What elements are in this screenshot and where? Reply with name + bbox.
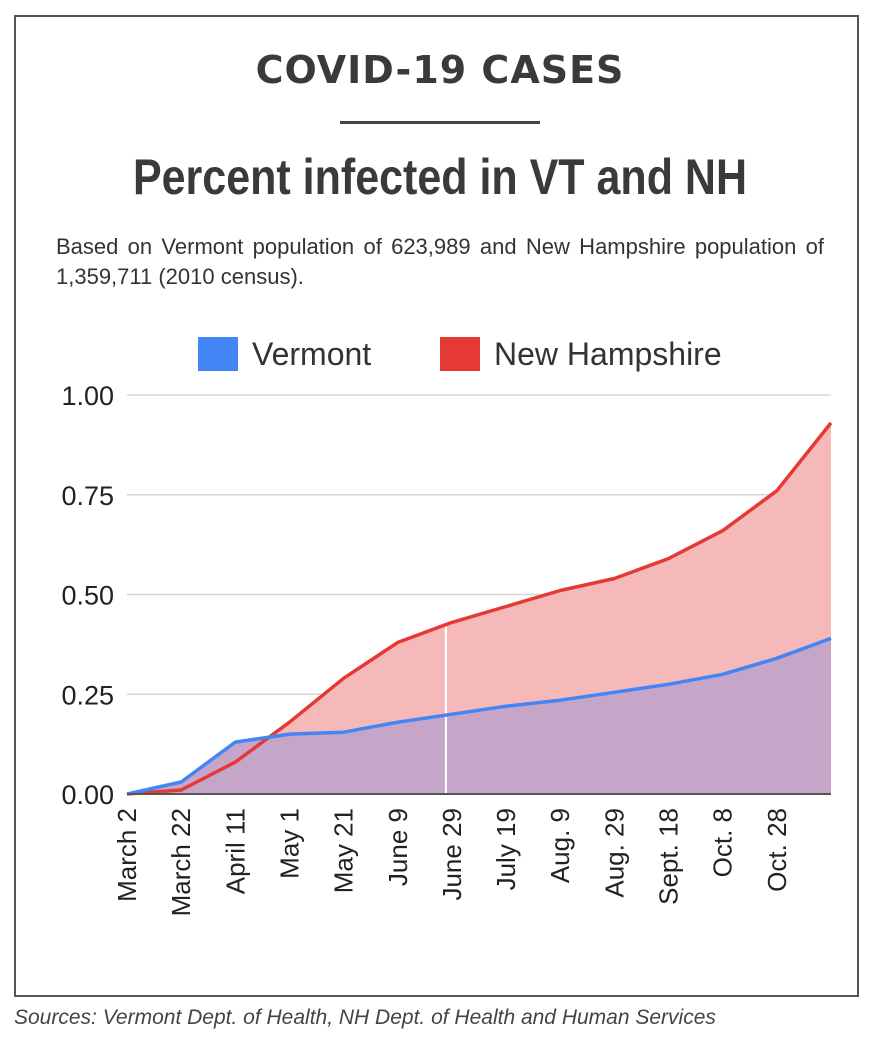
legend-swatch-vermont <box>198 337 238 371</box>
legend-label-new-hampshire: New Hampshire <box>494 335 722 372</box>
series-line-new-hampshire <box>126 421 833 796</box>
area-vermont <box>127 638 831 794</box>
x-tick-label: June 9 <box>383 808 413 886</box>
x-tick-label: Oct. 8 <box>708 808 738 877</box>
legend-swatch-new-hampshire <box>440 337 480 371</box>
x-tick-label: July 19 <box>491 808 521 890</box>
legend-item-new-hampshire: New Hampshire <box>440 334 722 374</box>
x-tick-label: Sept. 18 <box>654 808 684 905</box>
legend-label-vermont: Vermont <box>252 335 372 372</box>
x-tick-label: March 22 <box>166 808 196 916</box>
y-tick-label: 0.75 <box>61 481 114 511</box>
source-note: Sources: Vermont Dept. of Health, NH Dep… <box>14 1006 716 1029</box>
chart-subtitle: Based on Vermont population of 623,989 a… <box>56 234 824 289</box>
kicker-heading: COVID-19 CASES <box>255 48 625 92</box>
x-tick-label: March 2 <box>112 808 142 902</box>
series-line-vermont <box>126 636 832 796</box>
y-tick-label: 1.00 <box>61 381 114 411</box>
legend-item-vermont: Vermont <box>198 334 371 374</box>
x-tick-label: June 29 <box>437 808 467 901</box>
x-tick-label: Oct. 28 <box>762 808 792 892</box>
chart-frame <box>14 15 859 997</box>
divider-rule <box>340 121 540 124</box>
x-tick-label: Aug. 9 <box>545 808 575 883</box>
x-tick-label: April 11 <box>220 808 250 894</box>
x-tick-label: May 21 <box>329 808 359 893</box>
x-tick-label: Aug. 29 <box>599 808 629 898</box>
y-tick-label: 0.50 <box>61 581 114 611</box>
chart-title: Percent infected in VT and NH <box>132 149 748 205</box>
y-tick-label: 0.00 <box>61 780 114 810</box>
area-chart: 0.00 0.25 0.50 0.75 1.00 March 2 March 22 April… <box>61 381 833 916</box>
y-tick-label: 0.25 <box>61 680 114 710</box>
x-tick-label: May 1 <box>274 808 304 879</box>
